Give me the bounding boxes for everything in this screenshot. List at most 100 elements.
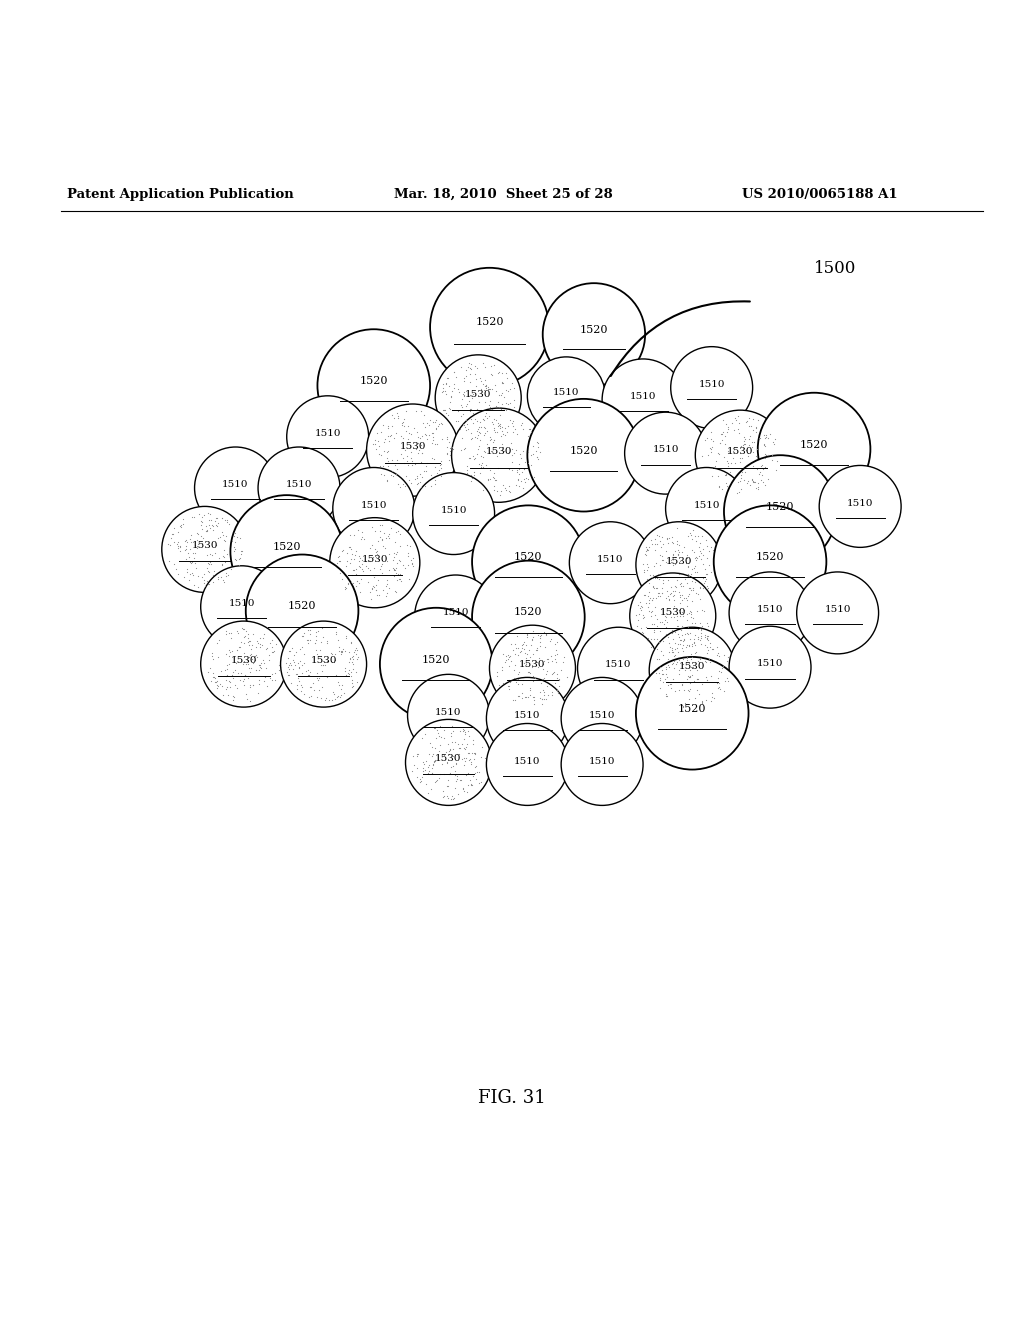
Point bbox=[498, 392, 514, 413]
Point bbox=[720, 441, 736, 462]
Point bbox=[302, 619, 318, 640]
Point bbox=[190, 576, 207, 597]
Point bbox=[550, 682, 566, 704]
Point bbox=[460, 356, 476, 378]
Point bbox=[415, 760, 431, 781]
Point bbox=[670, 540, 686, 561]
Point bbox=[503, 634, 519, 655]
Point bbox=[764, 445, 780, 466]
Point bbox=[660, 585, 677, 606]
Point bbox=[691, 536, 708, 557]
Point bbox=[706, 430, 722, 451]
Point bbox=[650, 631, 667, 652]
Point bbox=[453, 418, 469, 440]
Point bbox=[184, 562, 201, 583]
Point bbox=[458, 366, 474, 387]
Point bbox=[506, 396, 522, 417]
Point bbox=[680, 665, 696, 686]
Point bbox=[190, 524, 207, 545]
Point bbox=[338, 626, 354, 647]
Point bbox=[453, 440, 469, 461]
Point bbox=[440, 743, 457, 764]
Point bbox=[689, 669, 706, 690]
Text: 1520: 1520 bbox=[359, 376, 388, 385]
Point bbox=[370, 422, 386, 444]
Point bbox=[500, 416, 516, 437]
Point bbox=[404, 760, 421, 781]
Point bbox=[699, 627, 716, 648]
Point bbox=[366, 557, 382, 578]
Point bbox=[454, 748, 470, 770]
Point bbox=[505, 639, 521, 660]
Point bbox=[282, 640, 298, 661]
Point bbox=[198, 520, 214, 541]
Point bbox=[651, 661, 668, 682]
Point bbox=[215, 684, 231, 705]
Point bbox=[281, 659, 297, 680]
Point bbox=[279, 661, 295, 682]
Point bbox=[516, 643, 532, 664]
Point bbox=[446, 378, 463, 399]
Point bbox=[680, 556, 696, 577]
Point bbox=[658, 616, 675, 638]
Point bbox=[720, 453, 736, 474]
Point bbox=[341, 642, 357, 663]
Point bbox=[230, 549, 247, 570]
Point bbox=[503, 433, 519, 454]
Point bbox=[410, 743, 426, 764]
Point bbox=[413, 400, 429, 421]
Point bbox=[670, 634, 686, 655]
Circle shape bbox=[630, 573, 716, 659]
Point bbox=[656, 610, 673, 631]
Point bbox=[241, 631, 257, 652]
Point bbox=[353, 521, 370, 543]
Point bbox=[206, 561, 222, 582]
Point bbox=[665, 544, 681, 565]
Point bbox=[215, 545, 231, 566]
Point bbox=[388, 463, 404, 484]
Point bbox=[237, 626, 253, 647]
Point bbox=[659, 527, 676, 548]
Point bbox=[343, 544, 359, 565]
Point bbox=[653, 549, 670, 570]
Point bbox=[368, 541, 384, 562]
Point bbox=[445, 788, 462, 809]
Point bbox=[402, 447, 419, 469]
Point bbox=[195, 566, 211, 587]
Point bbox=[481, 469, 498, 490]
Point bbox=[247, 645, 263, 667]
Point bbox=[700, 615, 717, 636]
Point bbox=[641, 593, 657, 614]
Point bbox=[187, 557, 204, 578]
Point bbox=[210, 566, 226, 587]
Point bbox=[652, 531, 669, 552]
Point bbox=[354, 553, 371, 574]
Point bbox=[489, 413, 506, 434]
Point bbox=[473, 746, 489, 767]
Point bbox=[425, 422, 441, 444]
Point bbox=[336, 682, 352, 704]
Point bbox=[515, 458, 531, 479]
Point bbox=[659, 562, 676, 583]
Point bbox=[467, 763, 483, 784]
Point bbox=[466, 447, 482, 469]
Point bbox=[454, 389, 470, 411]
Point bbox=[660, 656, 677, 677]
Point bbox=[511, 661, 527, 682]
Point bbox=[180, 543, 197, 564]
Point bbox=[478, 408, 495, 429]
Point bbox=[218, 676, 234, 697]
Point bbox=[366, 546, 382, 568]
Point bbox=[636, 562, 652, 583]
Point bbox=[340, 663, 356, 684]
Point bbox=[643, 614, 659, 635]
Point bbox=[460, 743, 476, 764]
Point bbox=[203, 510, 219, 531]
Point bbox=[465, 412, 481, 433]
Point bbox=[686, 635, 702, 656]
Point bbox=[501, 459, 517, 480]
Point bbox=[342, 552, 358, 573]
Point bbox=[217, 552, 233, 573]
Point bbox=[409, 467, 425, 488]
Point bbox=[453, 738, 469, 759]
